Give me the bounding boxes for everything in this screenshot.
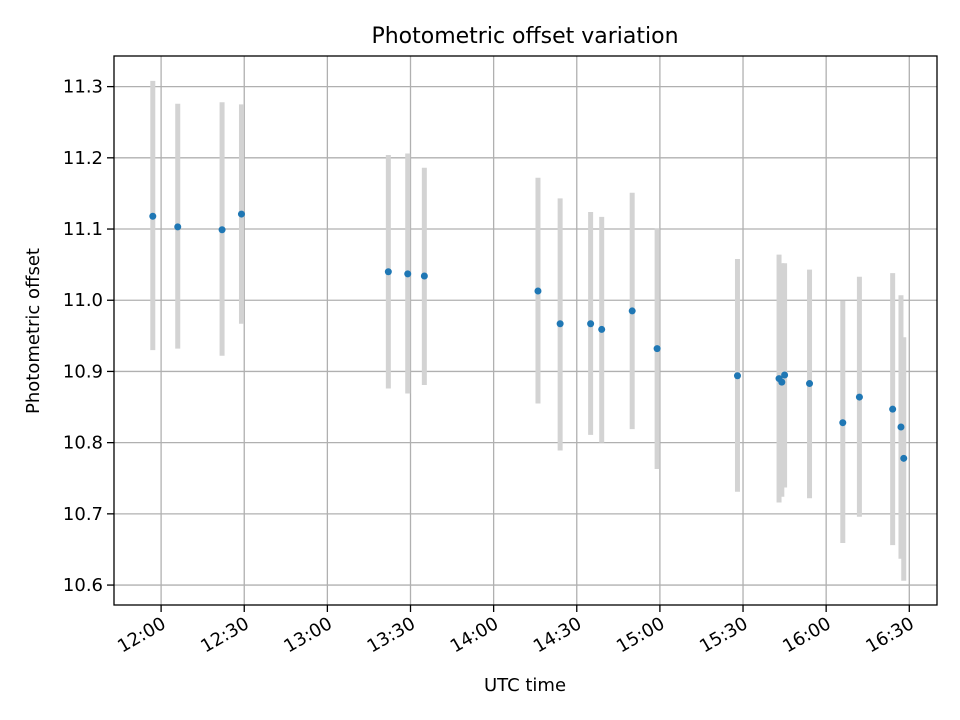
plot-frame [113,55,938,606]
data-point [598,325,606,333]
data-point [556,320,564,328]
x-tick-label: 14:00 [447,613,502,657]
y-tick-label: 11.2 [63,148,103,169]
y-tick-label: 10.7 [63,504,103,525]
y-tick-label: 11.3 [63,77,103,98]
data-point [839,419,847,427]
data-point [897,423,905,431]
data-point [900,454,908,462]
point-layer [149,210,908,462]
x-axis-ticks: 12:00 12:30 13:00 13:30 14:00 14:30 15:00 15:30… [114,605,918,657]
chart-title: Photometric offset variation [371,24,678,49]
data-point [384,268,392,276]
data-point [587,320,595,328]
x-tick-label: 13:00 [280,613,335,657]
data-point [733,372,741,380]
data-point [218,226,226,234]
y-axis-label: Photometric offset [23,248,44,414]
data-point [781,371,789,379]
x-tick-label: 13:30 [364,613,419,657]
data-point [855,393,863,401]
data-point [653,345,661,353]
data-point [889,405,897,413]
data-point [420,272,428,280]
x-tick-label: 12:30 [197,613,252,657]
x-axis-label: UTC time [484,675,566,696]
data-point [534,287,542,295]
y-tick-label: 10.9 [63,361,103,382]
x-tick-label: 14:30 [530,613,585,657]
data-point [404,270,412,278]
y-tick-label: 10.6 [63,575,103,596]
data-point [628,307,636,315]
data-point [237,210,245,218]
x-tick-label: 16:00 [779,613,834,657]
errorbar-layer [150,80,907,581]
y-tick-label: 11.1 [63,219,103,240]
x-tick-label: 16:30 [862,613,917,657]
data-point [806,380,814,388]
y-axis-ticks: 10.6 10.7 10.8 10.9 11.0 11.1 11.2 11.3 [63,77,114,596]
y-tick-label: 10.8 [63,433,103,454]
data-point [174,223,182,231]
x-tick-label: 15:00 [613,613,668,657]
y-tick-label: 11.0 [63,290,103,311]
x-tick-label: 15:30 [696,613,751,657]
x-tick-label: 12:00 [114,613,169,657]
data-point [778,378,786,386]
data-point [149,212,157,220]
grid-layer [114,56,937,605]
